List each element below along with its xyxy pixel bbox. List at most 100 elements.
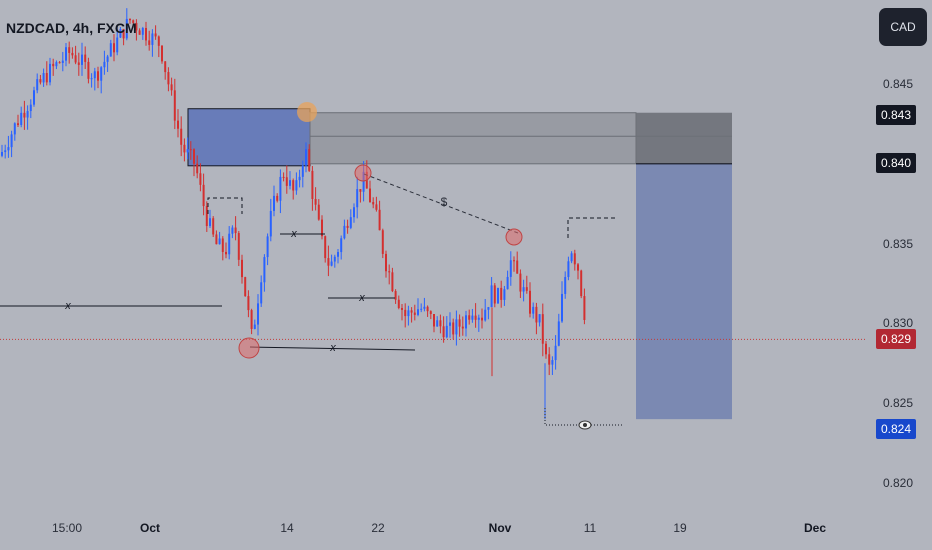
candle-bullish — [455, 319, 458, 335]
candle-bullish — [333, 256, 336, 262]
candle-bullish — [490, 285, 493, 308]
candle-bearish — [58, 62, 61, 64]
candle-bullish — [257, 303, 259, 325]
supply-zone-extension — [309, 112, 637, 165]
highlight-circle — [354, 164, 372, 182]
structure-mark — [567, 217, 618, 238]
y-tick-label: 0.830 — [883, 316, 914, 330]
candle-bullish — [484, 309, 487, 321]
x-tick-label: 19 — [673, 521, 687, 535]
candle-bearish — [583, 296, 586, 320]
level-line-label: x — [290, 228, 297, 240]
candle-bearish — [177, 120, 179, 129]
candle-bearish — [77, 62, 80, 65]
candle-bullish — [436, 320, 439, 327]
candle-bearish — [394, 291, 397, 300]
candle-bullish — [503, 289, 506, 300]
candle-bearish — [17, 123, 19, 125]
candle-bullish — [20, 112, 23, 125]
candle-bullish — [487, 307, 490, 310]
candle-bearish — [202, 184, 205, 207]
candle-bullish — [209, 218, 211, 227]
candle-bearish — [74, 55, 77, 63]
price-badge-current: 0.829 — [876, 329, 916, 349]
candle-bullish — [151, 33, 154, 45]
candle-bearish — [241, 259, 243, 278]
candle-bullish — [362, 171, 365, 192]
candle-bearish — [346, 225, 349, 228]
candle-bearish — [39, 79, 42, 83]
candle-bearish — [397, 299, 400, 308]
candle-bearish — [580, 270, 583, 297]
candle-bullish — [29, 104, 32, 112]
candle-bullish — [561, 293, 563, 322]
candle-bearish — [189, 149, 192, 151]
level-line-label: x — [64, 300, 71, 312]
candle-bullish — [295, 180, 298, 191]
candle-bullish — [532, 306, 535, 314]
candle-bearish — [247, 296, 250, 311]
candle-bearish — [71, 52, 74, 56]
candle-bullish — [551, 360, 554, 365]
candle-bullish — [49, 63, 51, 83]
candle-bullish — [506, 276, 509, 290]
candle-bearish — [317, 204, 320, 220]
chart-title: NZDCAD, 4h, FXCM — [6, 20, 137, 36]
candle-bearish — [577, 264, 579, 271]
candle-bearish — [535, 306, 538, 323]
candle-bullish — [509, 260, 512, 277]
candle-bullish — [554, 345, 557, 361]
eye-icon — [583, 423, 587, 427]
currency-button[interactable]: CAD — [879, 8, 927, 46]
candle-bullish — [13, 123, 16, 135]
candle-bearish — [481, 317, 483, 321]
candle-bullish — [7, 147, 10, 151]
candle-bearish — [314, 198, 317, 205]
candle-bearish — [221, 238, 224, 252]
price-badge-target: 0.824 — [876, 419, 916, 439]
candle-bullish — [465, 315, 467, 329]
candle-bearish — [113, 43, 115, 53]
candle-bullish — [417, 309, 419, 315]
candle-bearish — [148, 40, 151, 45]
candle-bearish — [138, 30, 141, 35]
candle-bullish — [253, 324, 256, 329]
candle-bearish — [52, 63, 55, 67]
candle-bearish — [324, 236, 327, 259]
candle-bearish — [161, 45, 163, 62]
candle-bearish — [225, 251, 227, 255]
candle-bullish — [423, 306, 426, 309]
candle-bearish — [359, 189, 362, 192]
candle-bullish — [497, 287, 499, 304]
candle-bearish — [474, 315, 477, 320]
candle-bullish — [260, 282, 263, 304]
y-tick-label: 0.825 — [883, 396, 914, 410]
candle-bullish — [228, 233, 231, 255]
y-tick-label: 0.835 — [883, 237, 914, 251]
candle-bearish — [250, 310, 253, 329]
candle-bearish — [541, 314, 544, 344]
candle-bearish — [433, 314, 435, 327]
candle-bullish — [301, 165, 304, 177]
candle-bullish — [471, 315, 474, 320]
level-line — [249, 346, 416, 351]
candle-bearish — [429, 311, 432, 315]
x-tick-label: Dec — [803, 521, 827, 535]
candle-bullish — [557, 321, 560, 346]
candle-bullish — [33, 90, 35, 105]
candle-bearish — [196, 163, 199, 174]
candle-bearish — [199, 173, 202, 185]
candle-bullish — [4, 150, 7, 153]
candle-bullish — [269, 210, 272, 237]
candle-bearish — [244, 277, 247, 297]
candle-bearish — [285, 177, 288, 186]
x-tick-label: 22 — [371, 521, 385, 535]
candle-bearish — [87, 61, 90, 79]
candle-bearish — [132, 20, 135, 23]
candle-bullish — [289, 180, 291, 186]
candle-bearish — [375, 204, 378, 210]
x-tick-label: Nov — [488, 521, 512, 535]
candle-bearish — [513, 260, 515, 262]
candle-bullish — [81, 54, 83, 65]
